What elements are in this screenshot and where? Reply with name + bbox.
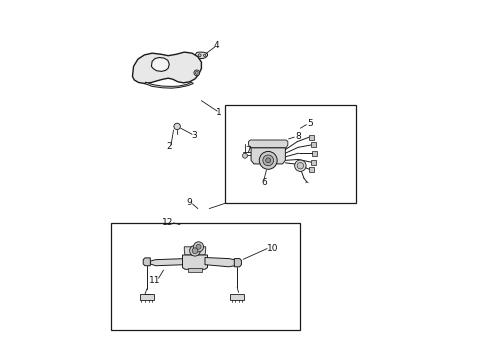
Polygon shape <box>195 52 207 59</box>
Circle shape <box>294 160 306 171</box>
Text: 11: 11 <box>149 276 160 285</box>
Text: 7: 7 <box>245 146 251 155</box>
Polygon shape <box>182 255 207 269</box>
Bar <box>311 159 316 165</box>
Bar <box>230 294 245 300</box>
Polygon shape <box>188 267 202 272</box>
Circle shape <box>196 244 201 249</box>
Text: 6: 6 <box>261 178 267 187</box>
Circle shape <box>263 155 273 166</box>
Circle shape <box>297 162 304 169</box>
Circle shape <box>194 242 203 252</box>
Polygon shape <box>145 82 193 88</box>
Polygon shape <box>248 140 288 148</box>
Circle shape <box>174 123 180 130</box>
Circle shape <box>190 246 200 256</box>
Text: 10: 10 <box>267 244 279 253</box>
Polygon shape <box>151 58 169 71</box>
Text: 4: 4 <box>214 41 219 50</box>
Polygon shape <box>251 148 285 164</box>
Polygon shape <box>234 258 242 267</box>
Circle shape <box>266 158 270 163</box>
Circle shape <box>192 248 198 253</box>
Bar <box>225 105 356 203</box>
Circle shape <box>259 152 277 169</box>
Text: 3: 3 <box>192 131 197 140</box>
Polygon shape <box>150 258 185 266</box>
Text: 9: 9 <box>186 198 192 207</box>
Polygon shape <box>184 247 206 255</box>
Bar <box>311 143 316 148</box>
Circle shape <box>196 71 198 74</box>
Circle shape <box>198 54 201 57</box>
Bar <box>309 167 314 172</box>
Text: 5: 5 <box>308 119 313 128</box>
Text: 8: 8 <box>295 132 301 141</box>
Text: 1: 1 <box>216 108 222 117</box>
Text: 12: 12 <box>162 218 173 227</box>
Text: 2: 2 <box>167 142 172 151</box>
Polygon shape <box>132 52 201 84</box>
Bar <box>111 223 300 330</box>
Circle shape <box>243 153 247 158</box>
Circle shape <box>194 70 199 76</box>
Bar <box>140 294 154 300</box>
Bar <box>312 151 317 156</box>
Polygon shape <box>205 257 236 267</box>
Polygon shape <box>143 258 150 266</box>
Bar <box>309 135 314 140</box>
